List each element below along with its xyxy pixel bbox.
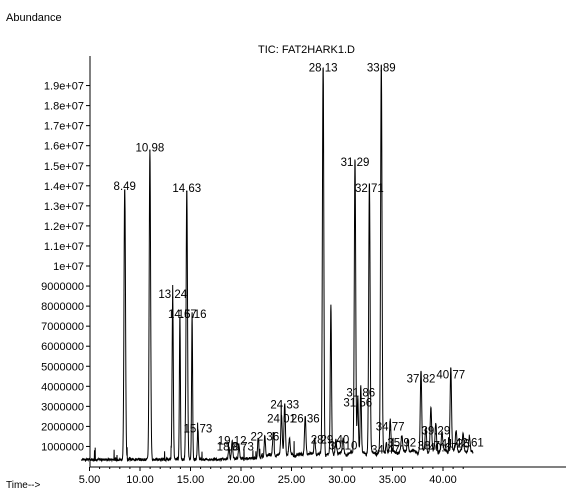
- peak-label: 40.77: [436, 369, 465, 381]
- peak-label: 33.89: [367, 63, 396, 75]
- axes: 1000000 2000000 3000000 4000000 5000000 60000…: [41, 56, 566, 486]
- y-tick-label: 1.1e+07: [44, 241, 84, 253]
- y-tick-label: 1.7e+07: [44, 121, 84, 133]
- peak-label: 35.92: [387, 437, 416, 449]
- peak-label: 24.01: [267, 413, 296, 425]
- y-tick-label: 1.3e+07: [44, 201, 84, 213]
- y-tick-label: 2000000: [41, 421, 84, 433]
- peak-label: 29.40: [321, 434, 350, 446]
- y-tick-label: 5000000: [41, 361, 84, 373]
- y-tick-label: 8000000: [41, 301, 84, 313]
- peak-label: 34.77: [376, 421, 405, 433]
- peak-label: 19.12: [218, 435, 247, 447]
- peak-label: 15.16: [178, 309, 207, 321]
- peak-label: 37.82: [407, 373, 436, 385]
- y-tick-label: 1000000: [41, 441, 84, 453]
- y-tick-label: 1e+07: [53, 261, 84, 273]
- y-tick-label: 1.2e+07: [44, 221, 84, 233]
- y-tick-label: 3000000: [41, 401, 84, 413]
- y-tick-label: 7000000: [41, 321, 84, 333]
- y-tick-label: 1.5e+07: [44, 161, 84, 173]
- peak-label: 42.61: [455, 437, 484, 449]
- peak-label: 40.67: [429, 442, 458, 454]
- chart-title: TIC: FAT2HARK1.D: [258, 44, 355, 56]
- peak-label: 39.29: [421, 425, 450, 437]
- peak-label: 15.73: [183, 423, 212, 435]
- peak-label: 8.49: [114, 181, 136, 193]
- x-tick-label: 40.00: [429, 474, 457, 486]
- peak-label: 26.36: [291, 413, 320, 425]
- x-tick-label: 35.00: [379, 474, 407, 486]
- y-tick-label: 1.8e+07: [44, 101, 84, 113]
- x-tick-label: 20.00: [227, 474, 255, 486]
- peak-label: 13.24: [158, 289, 187, 301]
- x-tick-label: 30.00: [328, 474, 356, 486]
- peak-label: 31.56: [343, 397, 372, 409]
- y-tick-label: 1.6e+07: [44, 141, 84, 153]
- peak-label: 14.67: [168, 309, 197, 321]
- y-tick-label: 1.4e+07: [44, 181, 84, 193]
- peak-label: 30.10: [329, 440, 358, 452]
- peak-label: 38.7: [418, 440, 440, 452]
- peak-label: 31.29: [341, 157, 370, 169]
- peak-label: 32.71: [355, 183, 384, 195]
- peak-label: 28.: [311, 434, 327, 446]
- tic-trace-line: [80, 64, 474, 463]
- peak-label: 14.63: [172, 183, 201, 195]
- peak-label: 31.86: [346, 387, 375, 399]
- peak-label: 28.13: [309, 63, 338, 75]
- x-tick-label: 10.00: [126, 474, 154, 486]
- peak-label: 24.33: [270, 399, 299, 411]
- tic-trace: [80, 64, 474, 463]
- y-axis-label: Abundance: [6, 12, 62, 24]
- x-tick-label: 15.00: [177, 474, 205, 486]
- y-tick-label: 6000000: [41, 341, 84, 353]
- x-tick-label: 5.00: [79, 474, 100, 486]
- peak-label: 41.26: [441, 438, 470, 450]
- y-tick-label: 4000000: [41, 381, 84, 393]
- peak-label: 10.98: [136, 143, 165, 155]
- y-tick-label: 1.9e+07: [44, 81, 84, 93]
- peak-label: 34.47: [371, 444, 400, 456]
- peak-label: 22.36: [250, 431, 279, 443]
- peak-label: 18.8: [217, 441, 239, 453]
- x-tick-label: 25.00: [278, 474, 306, 486]
- x-axis-label: Time-->: [6, 480, 41, 491]
- y-tick-label: 9000000: [41, 281, 84, 293]
- peak-label: 19.73: [225, 441, 254, 453]
